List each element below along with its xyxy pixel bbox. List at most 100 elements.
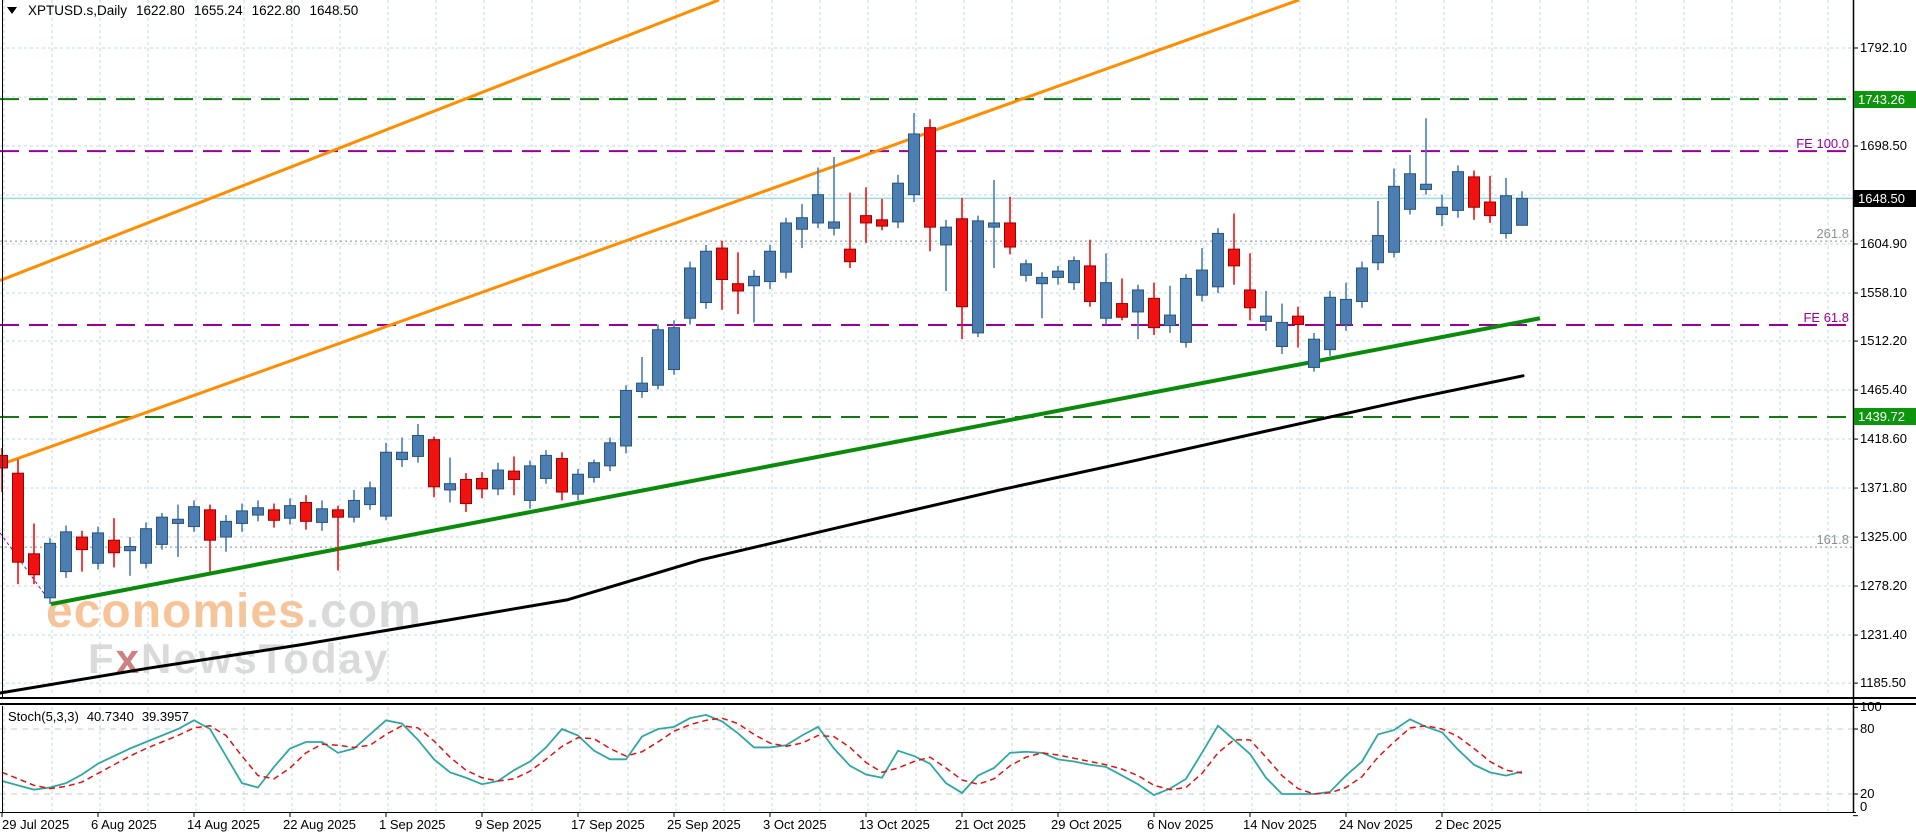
candle-body: [940, 226, 952, 246]
candle-body: [1292, 315, 1304, 326]
candles: [0, 113, 1528, 605]
candle-body: [988, 222, 1000, 228]
candle-body: [364, 487, 376, 506]
candle-body: [588, 462, 600, 478]
candle-body: [460, 478, 472, 505]
candle-body: [876, 219, 888, 227]
candle-body: [76, 536, 88, 551]
candle-body: [620, 389, 632, 447]
candle-body: [828, 221, 840, 229]
candle-body: [12, 472, 24, 563]
candle-body: [716, 247, 728, 280]
candle-body: [220, 520, 232, 538]
candle-body: [908, 133, 920, 196]
candle-body: [428, 439, 440, 488]
candle-body: [780, 222, 792, 273]
candle-body: [972, 220, 984, 334]
candle-body: [1132, 289, 1144, 313]
candle-body: [892, 182, 904, 223]
candle-body: [156, 516, 168, 545]
candle-body: [124, 545, 136, 552]
candle-body: [732, 283, 744, 292]
candle-body: [1036, 276, 1048, 285]
candle-body: [1388, 185, 1400, 253]
candle-body: [1420, 183, 1432, 190]
green-support-line[interactable]: [50, 316, 1541, 607]
candle-body: [1404, 173, 1416, 210]
candle-body: [1356, 267, 1368, 302]
candle-body: [1052, 270, 1064, 278]
candle-body: [1100, 282, 1112, 319]
watermark: economies.com FxNewsToday: [46, 588, 422, 680]
candle-body: [1148, 297, 1160, 329]
candle-body: [1244, 289, 1256, 309]
candle-body: [860, 215, 872, 224]
candle-body: [396, 451, 408, 461]
orange-channel-lower[interactable]: [0, 0, 1300, 467]
candle-body: [1212, 232, 1224, 288]
candle-body: [1068, 260, 1080, 284]
black-moving-average[interactable]: [0, 374, 1525, 695]
candle-body: [924, 127, 936, 228]
candle-body: [572, 473, 584, 495]
candle-body: [1452, 171, 1464, 211]
candle-body: [28, 553, 40, 576]
candle-body: [492, 469, 504, 490]
candle-body: [1196, 269, 1208, 296]
stoch-main-line: [1, 713, 1523, 797]
candle-body: [684, 267, 696, 319]
candle-body: [844, 248, 856, 263]
candle-body: [540, 454, 552, 479]
candle-body: [556, 458, 568, 493]
candle-body: [60, 531, 72, 573]
stoch-d-value: 39.3957: [141, 709, 189, 724]
candle-body: [300, 502, 312, 522]
candle-body: [1116, 303, 1128, 318]
orange-channel-upper[interactable]: [0, 0, 720, 282]
ohlc-close: 1648.50: [309, 3, 359, 18]
symbol-dropdown-icon[interactable]: [7, 7, 17, 14]
pane-separator[interactable]: [0, 703, 1916, 705]
candle-body: [748, 275, 760, 287]
candle-body: [140, 528, 152, 564]
watermark-brand-line: economies.com: [46, 588, 422, 636]
fib-connector[interactable]: [0, 532, 52, 604]
candle-body: [1180, 277, 1192, 343]
candle-body: [1436, 206, 1448, 216]
candle-body: [956, 218, 968, 308]
stoch-name: Stoch(5,3,3): [8, 709, 79, 724]
candle-body: [92, 532, 104, 564]
candle-body: [652, 329, 664, 386]
candle-body: [1340, 298, 1352, 326]
candle-body: [668, 327, 680, 371]
candle-body: [316, 508, 328, 523]
ohlc-high: 1655.24: [193, 3, 243, 18]
candle-body: [268, 509, 280, 521]
stoch-signal-line: [1, 717, 1523, 795]
stoch-k-value: 40.7340: [86, 709, 134, 724]
candle-body: [1324, 296, 1336, 351]
candle-body: [1228, 248, 1240, 267]
candle-body: [1004, 222, 1016, 248]
candle-body: [444, 483, 456, 491]
candle-body: [700, 250, 712, 304]
candle-body: [1372, 235, 1384, 264]
pane-separator[interactable]: [0, 697, 1916, 699]
candle-body: [1084, 265, 1096, 302]
candle-body: [524, 465, 536, 501]
candle-body: [1020, 263, 1032, 276]
candle-body: [284, 505, 296, 519]
candle-body: [332, 509, 344, 518]
candle-body: [204, 509, 216, 541]
candle-body: [380, 451, 392, 517]
candle-body: [812, 194, 824, 224]
candle-body: [44, 542, 56, 599]
watermark-fxnewstoday-text: FxNewsToday: [88, 635, 390, 682]
watermark-x-glyph: x: [115, 635, 142, 682]
stochastic-indicator-label: Stoch(5,3,3) 40.7340 39.3957: [8, 709, 189, 724]
candle-body: [236, 510, 248, 524]
candle-body: [188, 506, 200, 528]
ohlc-open: 1622.80: [136, 3, 185, 18]
